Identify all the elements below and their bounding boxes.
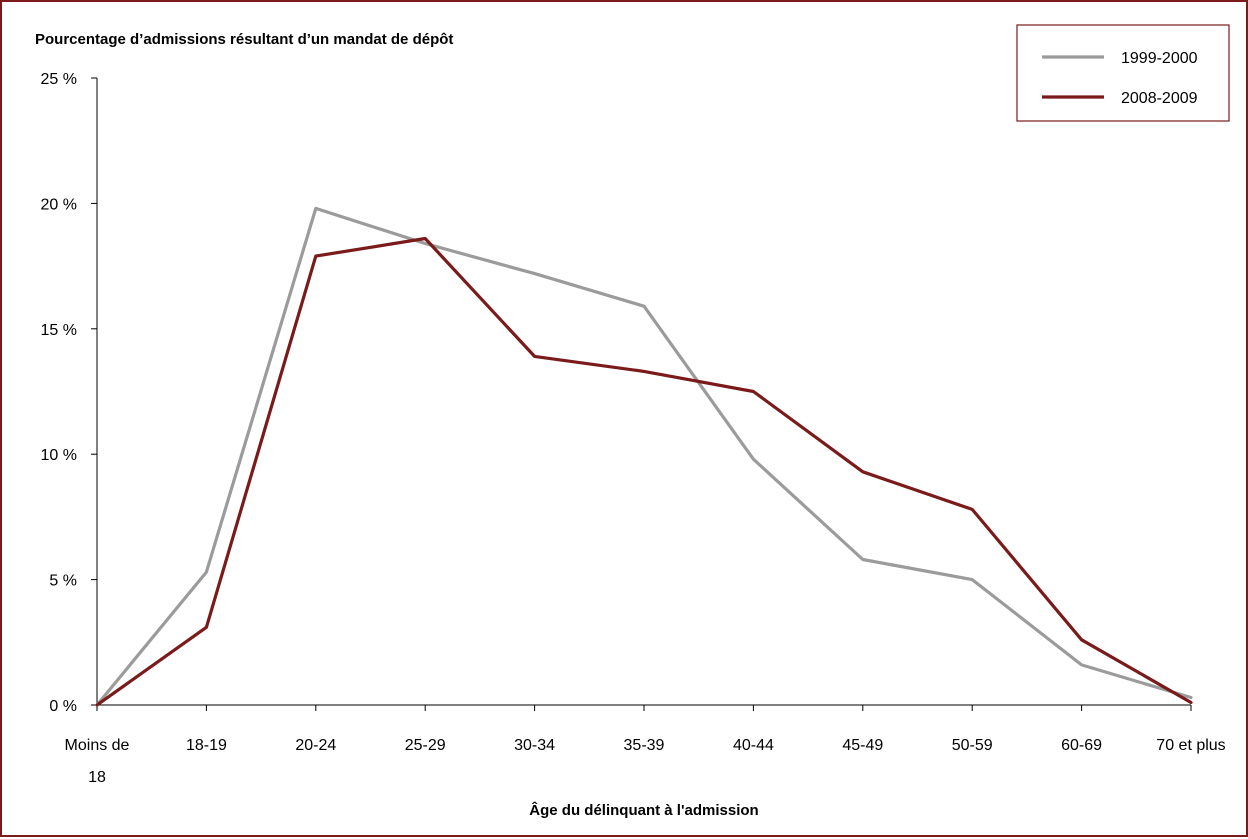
y-axis-title: Pourcentage d’admissions résultant d’un … <box>35 31 453 48</box>
x-tick-label: 25-29 <box>405 737 446 754</box>
series-line-1 <box>95 206 1193 707</box>
legend-box <box>1016 24 1230 122</box>
y-tick-label: 10 % <box>41 447 77 464</box>
x-ticks: Moins de 18 18-19 20-24 25-29 30-34 35-39 40-44… <box>65 705 1226 786</box>
y-tick-label: 5 % <box>49 573 77 590</box>
x-tick-label: 20-24 <box>295 737 336 754</box>
x-tick-label: 70 et plus <box>1156 737 1225 754</box>
series-line-2 <box>95 236 1193 707</box>
series-layer <box>95 206 1193 707</box>
legend-label-1: 1999-2000 <box>1121 50 1198 67</box>
y-tick-label: 0 % <box>49 698 77 715</box>
x-tick-label: 35-39 <box>624 737 665 754</box>
legend-label-2: 2008-2009 <box>1121 90 1198 107</box>
x-tick-label: 60-69 <box>1061 737 1102 754</box>
x-axis-title: Âge du délinquant à l'admission <box>529 801 758 819</box>
x-tick-label: 18-19 <box>186 737 227 754</box>
legend: 1999-2000 2008-2009 <box>1016 24 1230 122</box>
x-tick-label: Moins de 18 <box>65 737 130 786</box>
y-tick-label: 15 % <box>41 322 77 339</box>
y-ticks: 0 % 5 % 10 % 15 % 20 % 25 % <box>41 71 97 715</box>
y-tick-label: 20 % <box>41 196 77 213</box>
x-tick-label: 45-49 <box>842 737 883 754</box>
y-tick-label: 25 % <box>41 71 77 88</box>
x-tick-label: 40-44 <box>733 737 774 754</box>
x-tick-label: 50-59 <box>952 737 993 754</box>
x-tick-label: 30-34 <box>514 737 555 754</box>
